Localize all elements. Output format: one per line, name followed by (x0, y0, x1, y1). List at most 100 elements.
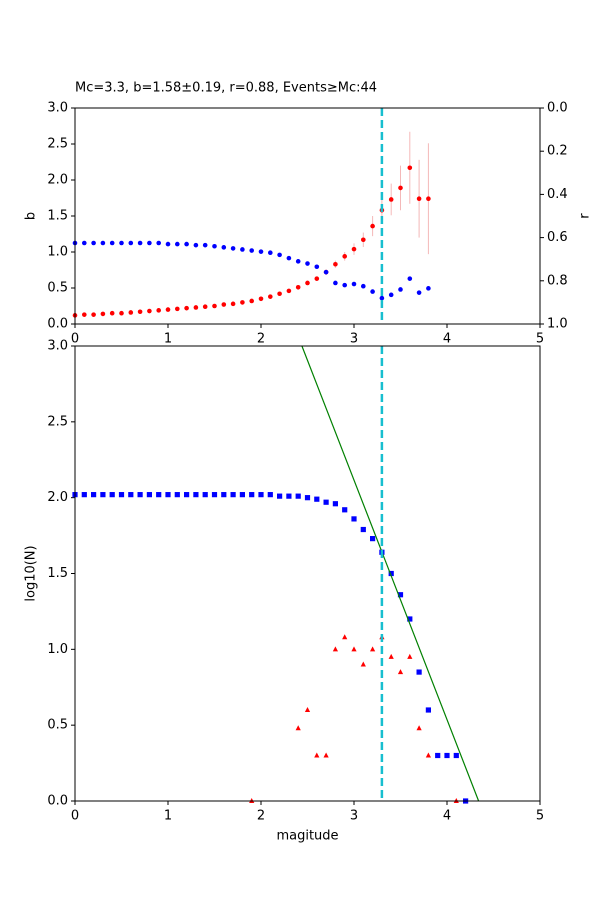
point (268, 250, 273, 256)
point (212, 243, 217, 249)
y-tick-label: 2.5 (47, 414, 68, 429)
point (249, 298, 254, 304)
point (388, 570, 394, 577)
point (314, 496, 320, 502)
point (370, 646, 376, 652)
point (286, 493, 292, 499)
point (277, 493, 283, 499)
point (109, 310, 115, 316)
point (286, 288, 292, 294)
point (277, 252, 282, 258)
fit-line (301, 345, 480, 802)
point (342, 634, 348, 640)
point (351, 246, 357, 252)
x-tick-label: 2 (257, 809, 265, 824)
point (156, 492, 162, 498)
point (91, 492, 97, 498)
point (453, 752, 459, 759)
point (370, 223, 375, 229)
point (379, 295, 385, 301)
y2-tick-label: 0.8 (547, 273, 568, 288)
point (295, 493, 301, 499)
point (156, 240, 161, 246)
point (416, 725, 422, 731)
y-axis-label: b (24, 212, 39, 220)
x-tick-label: 4 (443, 809, 451, 824)
y2-tick-label: 0.6 (547, 230, 568, 245)
point (165, 492, 171, 498)
point (230, 492, 236, 498)
point (314, 264, 320, 270)
point (351, 516, 357, 522)
point (119, 310, 124, 316)
point (407, 653, 413, 659)
point (221, 492, 227, 498)
point (425, 752, 431, 758)
point (305, 261, 310, 266)
point (82, 240, 87, 246)
y-tick-label: 1.5 (47, 209, 68, 224)
point (165, 241, 171, 247)
point (360, 661, 366, 667)
point (416, 196, 422, 202)
point (249, 248, 254, 253)
point (156, 308, 161, 313)
point (258, 492, 264, 498)
point (184, 305, 189, 311)
x-tick-label: 0 (71, 809, 79, 824)
point (128, 492, 134, 498)
point (314, 752, 320, 758)
point (175, 241, 180, 247)
point (109, 240, 115, 246)
point (304, 495, 311, 501)
point (304, 707, 311, 712)
point (444, 752, 450, 759)
point (351, 646, 357, 652)
point (323, 269, 329, 275)
point (174, 492, 180, 498)
x-tick-label: 5 (536, 332, 544, 347)
point (202, 304, 208, 310)
point (175, 306, 180, 312)
point (193, 305, 199, 310)
x-tick-label: 3 (350, 332, 358, 347)
point (361, 283, 366, 289)
point (407, 165, 413, 171)
point (230, 301, 236, 307)
point (295, 259, 301, 264)
point (268, 294, 273, 299)
point (146, 492, 152, 498)
x-tick-label: 3 (350, 809, 358, 824)
y-tick-label: 2.0 (47, 173, 68, 188)
point (370, 289, 375, 294)
point (426, 286, 431, 291)
point (82, 312, 87, 317)
point (267, 492, 273, 498)
point (119, 240, 124, 246)
point (333, 261, 338, 267)
point (397, 669, 404, 675)
point (277, 291, 282, 297)
point (360, 526, 366, 533)
point (240, 247, 245, 252)
x-tick-label: 1 (164, 332, 172, 347)
y2-tick-label: 0.0 (547, 101, 568, 116)
y-tick-label: 0.0 (47, 794, 68, 809)
y-tick-label: 1.0 (47, 642, 68, 657)
y2-tick-label: 0.2 (547, 144, 568, 159)
point (435, 752, 441, 759)
y-tick-label: 0.5 (47, 718, 68, 733)
point (295, 284, 301, 290)
point (137, 240, 143, 246)
y-tick-label: 1.5 (47, 566, 68, 581)
axes-frame (74, 107, 541, 325)
point (118, 492, 125, 498)
point (332, 501, 338, 507)
point (351, 281, 357, 287)
point (100, 311, 106, 317)
point (211, 492, 218, 498)
point (240, 300, 245, 305)
point (305, 280, 310, 286)
point (212, 303, 217, 309)
point (286, 255, 292, 261)
